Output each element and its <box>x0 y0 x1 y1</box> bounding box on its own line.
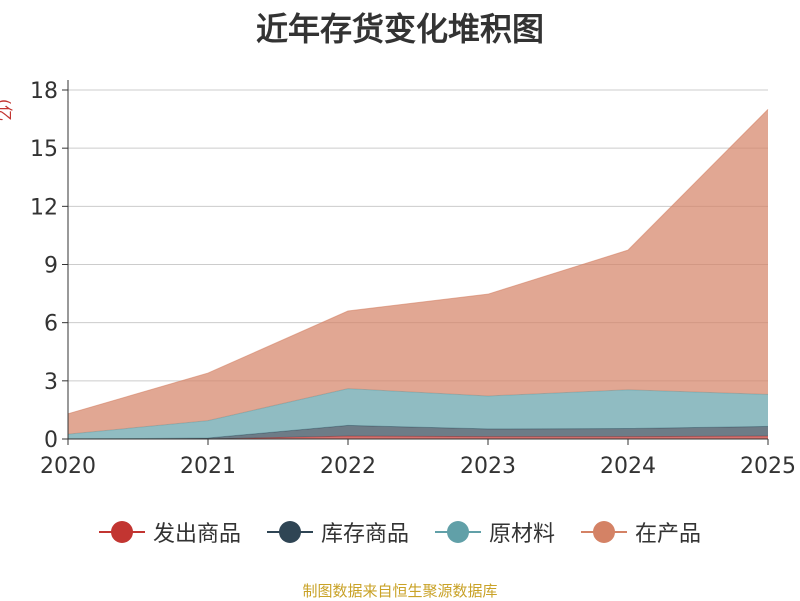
legend-item[interactable]: 原材料 <box>435 516 555 548</box>
legend-label: 库存商品 <box>320 522 409 547</box>
y-tick-label: 0 <box>44 428 58 453</box>
x-tick-label: 2023 <box>460 454 516 479</box>
legend-swatch <box>98 520 145 544</box>
y-tick-label: 9 <box>44 254 58 279</box>
y-tick-label: 18 <box>30 79 58 104</box>
legend-label: 在产品 <box>635 522 702 547</box>
legend-swatch <box>581 520 628 544</box>
y-tick-label: 15 <box>30 137 58 162</box>
x-tick-label: 2025 <box>740 454 796 479</box>
area-series-3 <box>68 109 768 435</box>
y-tick-label: 3 <box>44 370 58 395</box>
legend-swatch <box>435 520 481 544</box>
legend-label: 原材料 <box>489 522 556 547</box>
legend: 发出商品 库存商品 原材料 在产品 <box>0 516 800 548</box>
x-tick-label: 2020 <box>40 454 96 479</box>
data-source-note: 制图数据来自恒生聚源数据库 <box>302 582 498 600</box>
legend-item[interactable]: 库存商品 <box>266 516 409 548</box>
legend-swatch <box>266 520 313 544</box>
y-tick-label: 6 <box>44 312 58 337</box>
x-tick-label: 2021 <box>180 454 236 479</box>
x-tick-label: 2024 <box>600 454 656 479</box>
legend-label: 发出商品 <box>152 522 241 547</box>
stacked-area-chart: 0 3 6 9 12 15 18 2020 2021 2022 2023 2024 2025 <box>30 79 796 479</box>
x-tick-label: 2022 <box>320 454 376 479</box>
chart-title: 近年存货变化堆积图 <box>255 10 544 48</box>
series-line-3 <box>67 109 769 415</box>
area-series-2 <box>68 388 768 439</box>
legend-item[interactable]: 发出商品 <box>98 516 241 548</box>
y-tick-label: 12 <box>30 195 58 220</box>
legend-item[interactable]: 在产品 <box>581 516 701 548</box>
